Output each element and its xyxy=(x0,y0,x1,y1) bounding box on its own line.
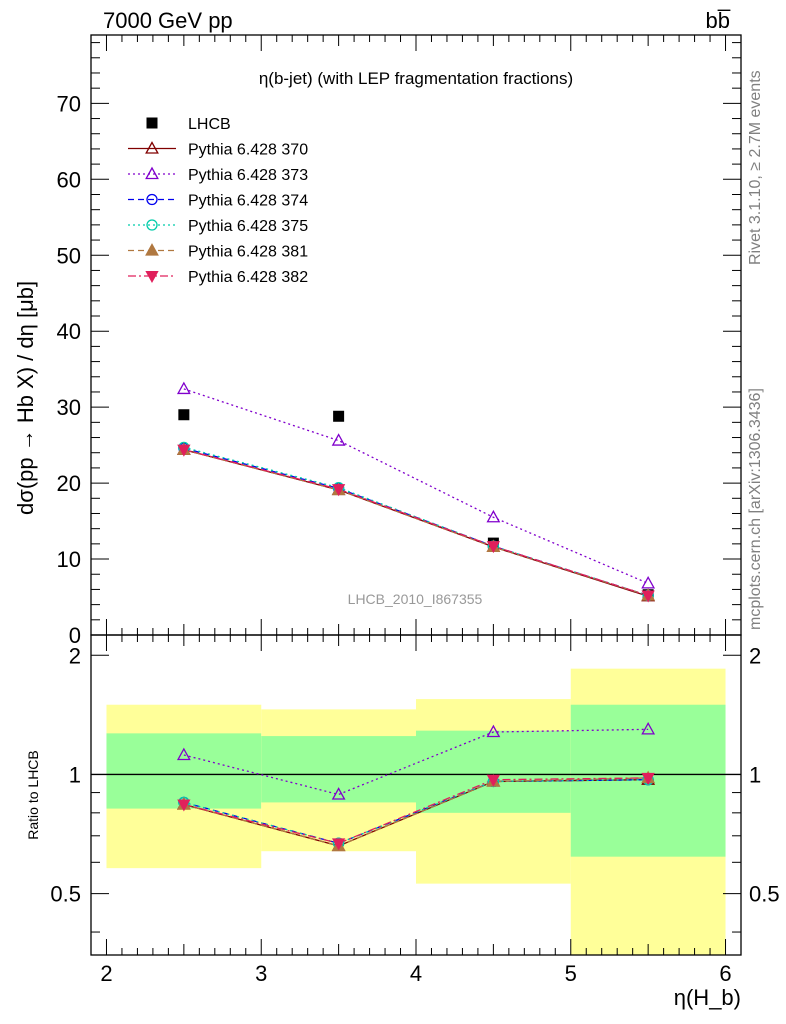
x-tick-label: 3 xyxy=(255,961,267,986)
ratio-line-5 xyxy=(183,777,649,845)
main-axes: 0 10 20 30 40 50 60 70 xyxy=(57,34,742,648)
data-point xyxy=(641,576,656,589)
legend-label: Pythia 6.428 375 xyxy=(188,218,308,235)
ratio-y-tick-label-right: 2 xyxy=(749,643,761,668)
legend-label: Pythia 6.428 374 xyxy=(188,193,308,210)
series-line-2 xyxy=(183,388,649,584)
ratio-point xyxy=(331,787,346,800)
band-inner xyxy=(261,736,416,803)
data-point xyxy=(178,409,190,421)
y-tick-label: 70 xyxy=(57,91,81,116)
x-tick-label: 4 xyxy=(410,961,422,986)
process-label: bb̅ xyxy=(706,8,731,33)
y-tick-label: 10 xyxy=(57,547,81,572)
legend-marker xyxy=(146,117,158,129)
ratio-y-tick-label: 2 xyxy=(69,643,81,668)
data-point xyxy=(333,410,345,422)
y-tick-label: 40 xyxy=(57,319,81,344)
x-tick-label: 5 xyxy=(565,961,577,986)
band-inner xyxy=(106,733,262,809)
x-tick-label: 2 xyxy=(100,961,112,986)
ratio-point xyxy=(486,774,501,787)
ratio-line-4 xyxy=(183,777,649,847)
legend-marker xyxy=(146,219,158,231)
ratio-y-axis-label: Ratio to LHCB xyxy=(25,750,41,839)
y-tick-label: 20 xyxy=(57,471,81,496)
legend-label: LHCB xyxy=(188,116,231,133)
legend-label: Pythia 6.428 381 xyxy=(188,244,308,261)
legend-label: Pythia 6.428 373 xyxy=(188,167,308,184)
legend: LHCB Pythia 6.428 370 Pythia 6.428 373 Pyth… xyxy=(128,116,308,286)
data-point xyxy=(331,484,346,497)
y-tick-label: 60 xyxy=(57,167,81,192)
data-point xyxy=(176,381,191,395)
ratio-point xyxy=(176,747,191,761)
data-point xyxy=(641,590,655,603)
legend-label: Pythia 6.428 370 xyxy=(188,142,308,159)
x-tick-label: 6 xyxy=(719,961,731,986)
legend-label: Pythia 6.428 382 xyxy=(188,269,308,286)
y-tick-label: 30 xyxy=(57,395,81,420)
ratio-y-tick-label-right: 1 xyxy=(749,762,761,787)
ratio-point xyxy=(177,799,191,812)
data-point xyxy=(177,444,191,457)
ratio-point xyxy=(641,772,655,785)
legend-marker xyxy=(145,141,159,154)
series-line-5 xyxy=(183,449,649,597)
legend-marker xyxy=(146,193,158,206)
ratio-axes: 0.5 0.5 1 1 2 2 2 3 4 5 6 xyxy=(50,634,780,986)
ratio-line-3 xyxy=(183,779,649,845)
x-axis-label: η(H_b) xyxy=(674,985,741,1010)
rivet-label: Rivet 3.1.10, ≥ 2.7M events xyxy=(747,70,764,265)
legend-marker xyxy=(145,271,159,284)
main-plot: 0 10 20 30 40 50 60 70 η(b-jet) (with LEP fragm… xyxy=(13,34,742,648)
y-tick-label: 50 xyxy=(57,243,81,268)
main-y-axis-label: dσ(pp → Hb X) / dη [μb] xyxy=(13,281,38,515)
band-inner xyxy=(416,730,571,813)
analysis-label: LHCB_2010_I867355 xyxy=(348,591,483,607)
ratio-point xyxy=(641,721,656,735)
data-point xyxy=(331,433,346,446)
legend-marker xyxy=(145,166,159,180)
ratio-bands xyxy=(106,668,726,955)
legend-marker xyxy=(145,243,159,256)
energy-label: 7000 GeV pp xyxy=(103,8,233,33)
ratio-point xyxy=(486,724,501,738)
data-point xyxy=(486,541,501,554)
ratio-y-tick-label-right: 0.5 xyxy=(749,882,780,907)
ratio-series xyxy=(176,721,656,852)
mcplots-label: mcplots.cern.ch [arXiv:1306.3436] xyxy=(747,388,764,630)
ratio-y-tick-label: 1 xyxy=(69,762,81,787)
data-point xyxy=(486,509,501,523)
main-series xyxy=(176,381,656,603)
main-title: η(b-jet) (with LEP fragmentation fractio… xyxy=(259,69,573,88)
x-axis-label-text: η(H_b) xyxy=(674,985,741,1010)
y-tick-label: 0 xyxy=(69,623,81,648)
ratio-point xyxy=(331,838,346,851)
series-line-6 xyxy=(183,449,649,597)
ratio-plot: 0.5 0.5 1 1 2 2 2 3 4 5 6 Ratio to LHCB η(H_b) xyxy=(25,634,780,1010)
ratio-y-tick-label: 0.5 xyxy=(50,882,81,907)
main-y-axis-label-text: dσ(pp → Hb X) / dη [μb] xyxy=(13,281,38,515)
